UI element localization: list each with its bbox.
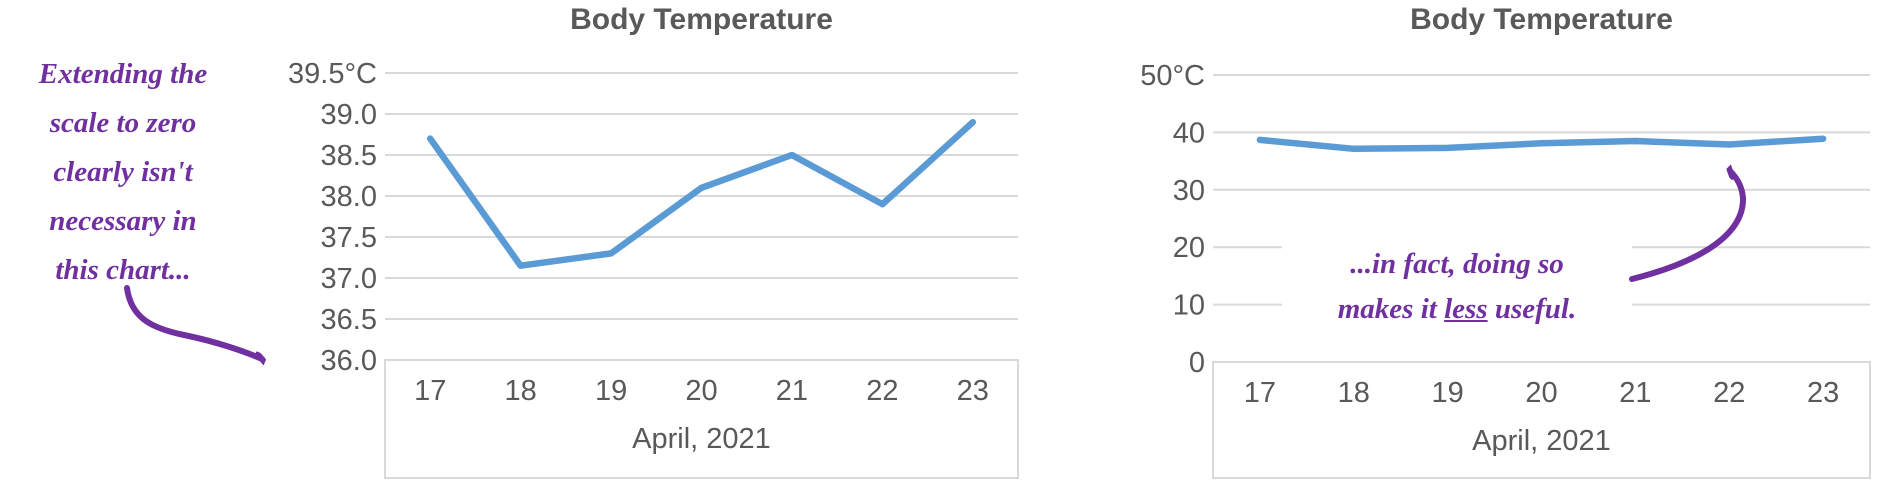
x-tick-label: 17 (414, 375, 446, 407)
y-tick-label: 36.0 (321, 345, 377, 377)
x-tick-label: 20 (685, 375, 717, 407)
y-tick-label: 37.0 (321, 263, 377, 295)
annotation-left-line: Extending the (38, 58, 208, 90)
annotation-right: ...in fact, doing so makes it less usefu… (1282, 242, 1632, 332)
underlined-word: less (1444, 293, 1488, 325)
x-tick-label: 18 (1338, 377, 1370, 409)
x-tick-label: 22 (866, 375, 898, 407)
x-tick-label: 18 (505, 375, 537, 407)
x-tick-label: 22 (1713, 377, 1745, 409)
annotation-left-line: scale to zero (49, 107, 197, 139)
x-tick-label: 23 (1807, 377, 1839, 409)
temperature-line (426, 118, 977, 269)
y-tick-label: 40 (1173, 117, 1205, 149)
annotation-right-line2: makes it less useful. (1337, 293, 1577, 325)
annotation-left-line: clearly isn't (53, 156, 193, 188)
annotation-left-line: necessary in (49, 205, 197, 237)
x-axis-box (384, 359, 1019, 479)
y-tick-label: 0 (1189, 347, 1205, 379)
chart-title: Body Temperature (570, 3, 833, 36)
chart-title: Body Temperature (1410, 3, 1673, 36)
x-axis-box (1212, 361, 1871, 479)
y-tick-label: 36.5 (321, 304, 377, 336)
y-tick-label: 38.5 (321, 140, 377, 172)
x-tick-label: 19 (1432, 377, 1464, 409)
x-tick-label: 21 (776, 375, 808, 407)
x-axis-title: April, 2021 (632, 423, 771, 455)
y-tick-label: 39.5°C (288, 58, 377, 90)
x-tick-label: 23 (957, 375, 989, 407)
x-tick-label: 19 (595, 375, 627, 407)
x-axis-title: April, 2021 (1472, 425, 1611, 457)
y-tick-label: 39.0 (321, 99, 377, 131)
x-tick-label: 20 (1525, 377, 1557, 409)
y-tick-label: 20 (1173, 232, 1205, 264)
annotation-right-line1: ...in fact, doing so (1350, 248, 1564, 280)
temperature-line (1256, 135, 1827, 153)
annotation-left: Extending the scale to zero clearly isn'… (4, 50, 242, 295)
y-tick-label: 10 (1173, 290, 1205, 322)
y-tick-label: 37.5 (321, 222, 377, 254)
annotation-left-line: this chart... (55, 254, 191, 286)
y-tick-label: 30 (1173, 175, 1205, 207)
y-tick-label: 50°C (1140, 60, 1205, 92)
y-tick-label: 38.0 (321, 181, 377, 213)
x-tick-label: 21 (1619, 377, 1651, 409)
x-tick-label: 17 (1244, 377, 1276, 409)
